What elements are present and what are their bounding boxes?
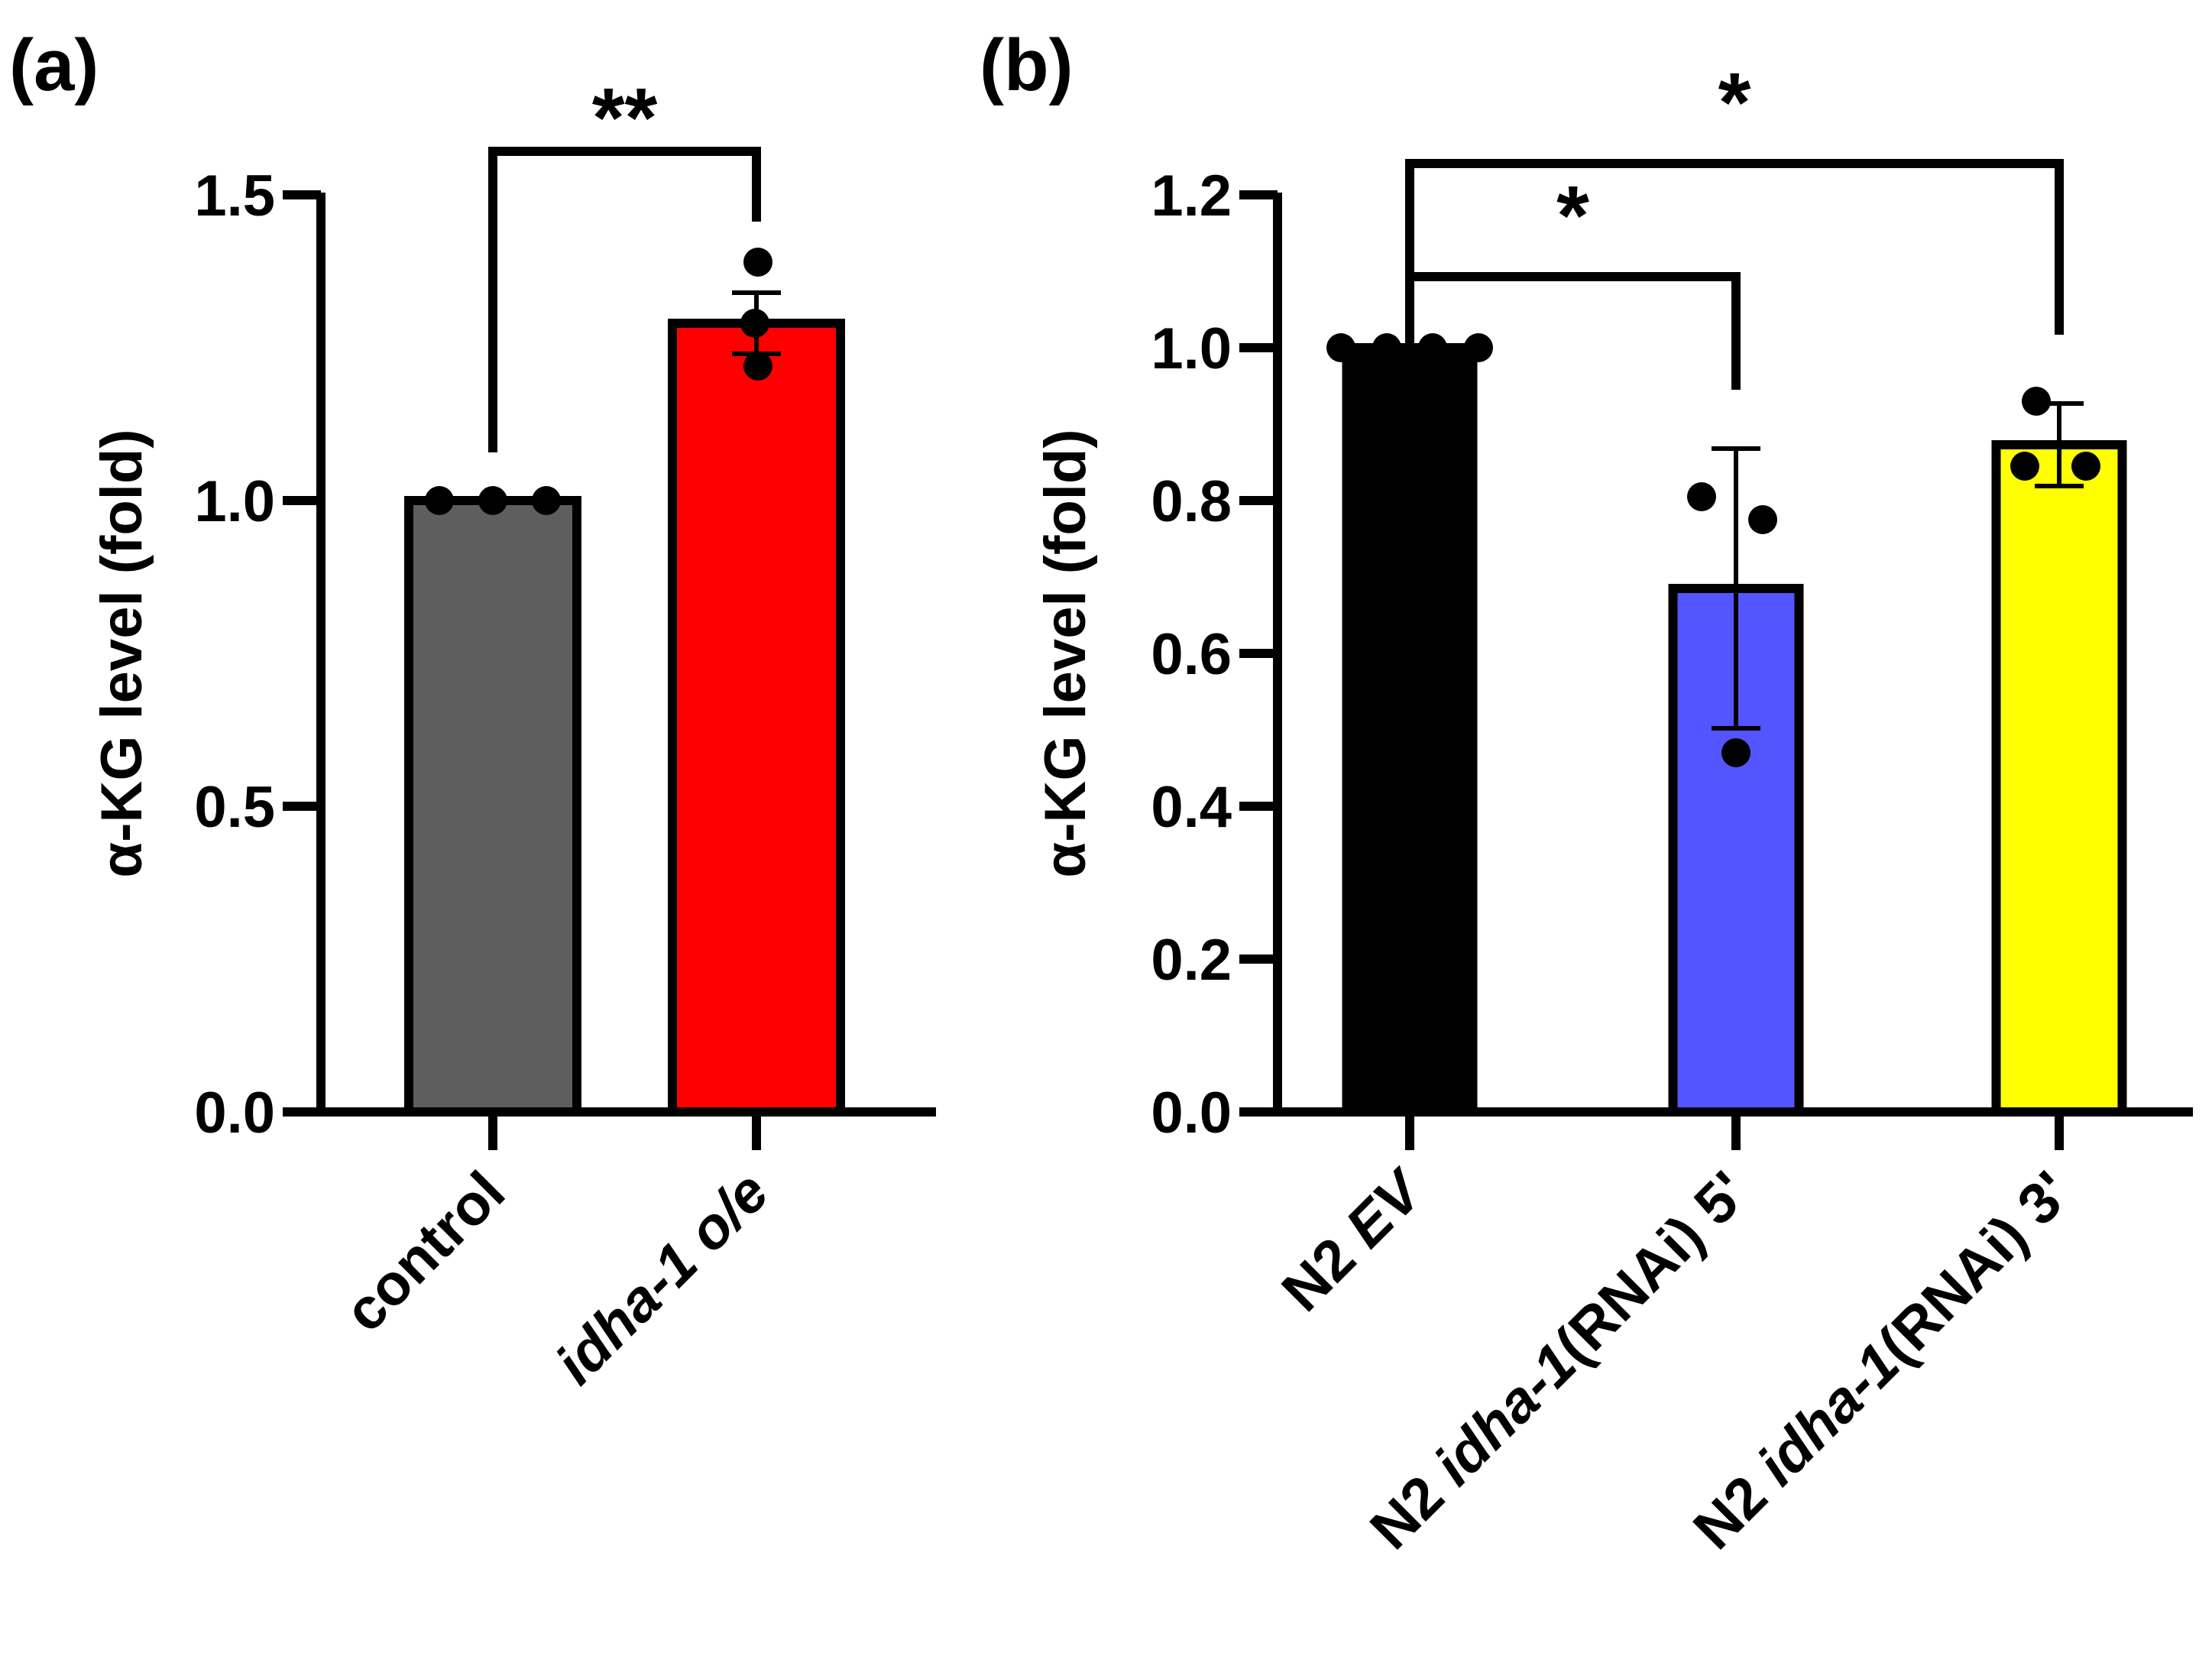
data-point (425, 486, 454, 515)
x-tick-label-part: (RNAi) 3' (1866, 1159, 2084, 1377)
data-point (740, 309, 769, 338)
data-point (478, 486, 507, 515)
x-tick-label-part: idha-1 o/e (543, 1159, 781, 1397)
y-tick-label: 1.0 (194, 469, 275, 534)
y-tick-label: 0.0 (194, 1081, 275, 1146)
chart-panel-b: (b) 0.0 0.2 0.4 0.6 0.8 1.0 1.2 α-KG level (fold… (980, 24, 2193, 1562)
x-tick-label-part: control (332, 1159, 517, 1344)
significance-bracket (1405, 159, 2064, 345)
y-tick-label: 0.6 (1151, 622, 1232, 687)
y-tick-label: 1.5 (194, 164, 275, 229)
chart-panel-a: (a) 0.0 0.5 1.0 1.5 α-KG level (fold) control i… (9, 24, 936, 1397)
significance-bracket (488, 147, 761, 452)
x-tick-label-part: idha-1 (1422, 1331, 1589, 1498)
significance-label: * (1556, 169, 1589, 263)
panel-label: (b) (980, 24, 1074, 106)
data-point (1418, 333, 1447, 362)
y-tick-label: 0.4 (1151, 775, 1232, 840)
bar (668, 319, 845, 1117)
data-point (1748, 505, 1777, 534)
data-point (1464, 333, 1493, 362)
x-tick-label: N2 EV (1270, 1156, 1437, 1324)
data-point (743, 352, 772, 381)
data-point (532, 486, 561, 515)
significance-label: * (1718, 56, 1751, 150)
x-tick-label-part: (RNAi) 5' (1543, 1159, 1760, 1377)
y-axis-label: α-KG level (fold) (89, 429, 154, 877)
data-point (1326, 333, 1355, 362)
bar (1991, 440, 2127, 1117)
data-point (1687, 482, 1716, 511)
data-point (1721, 738, 1750, 767)
y-tick-label: 1.0 (1151, 316, 1232, 381)
y-axis-label: α-KG level (fold) (1033, 429, 1098, 877)
x-tick-label: idha-1 o/e (543, 1159, 781, 1397)
y-tick-label: 0.5 (194, 775, 275, 840)
x-tick-label-part: idha-1 (1745, 1331, 1912, 1498)
bar (1342, 343, 1478, 1117)
y-tick-label: 0.0 (1151, 1081, 1232, 1146)
data-point (743, 248, 772, 277)
bar (404, 496, 581, 1117)
y-tick-label: 1.2 (1151, 164, 1232, 229)
significance-label: ** (592, 71, 658, 165)
panel-label: (a) (9, 24, 99, 106)
y-tick-label: 0.2 (1151, 928, 1232, 993)
data-point (1372, 333, 1401, 362)
data-point (2010, 452, 2039, 481)
data-point (2071, 452, 2100, 481)
data-point (2022, 387, 2051, 416)
y-tick-label: 0.8 (1151, 469, 1232, 534)
x-tick-label: control (332, 1159, 517, 1344)
